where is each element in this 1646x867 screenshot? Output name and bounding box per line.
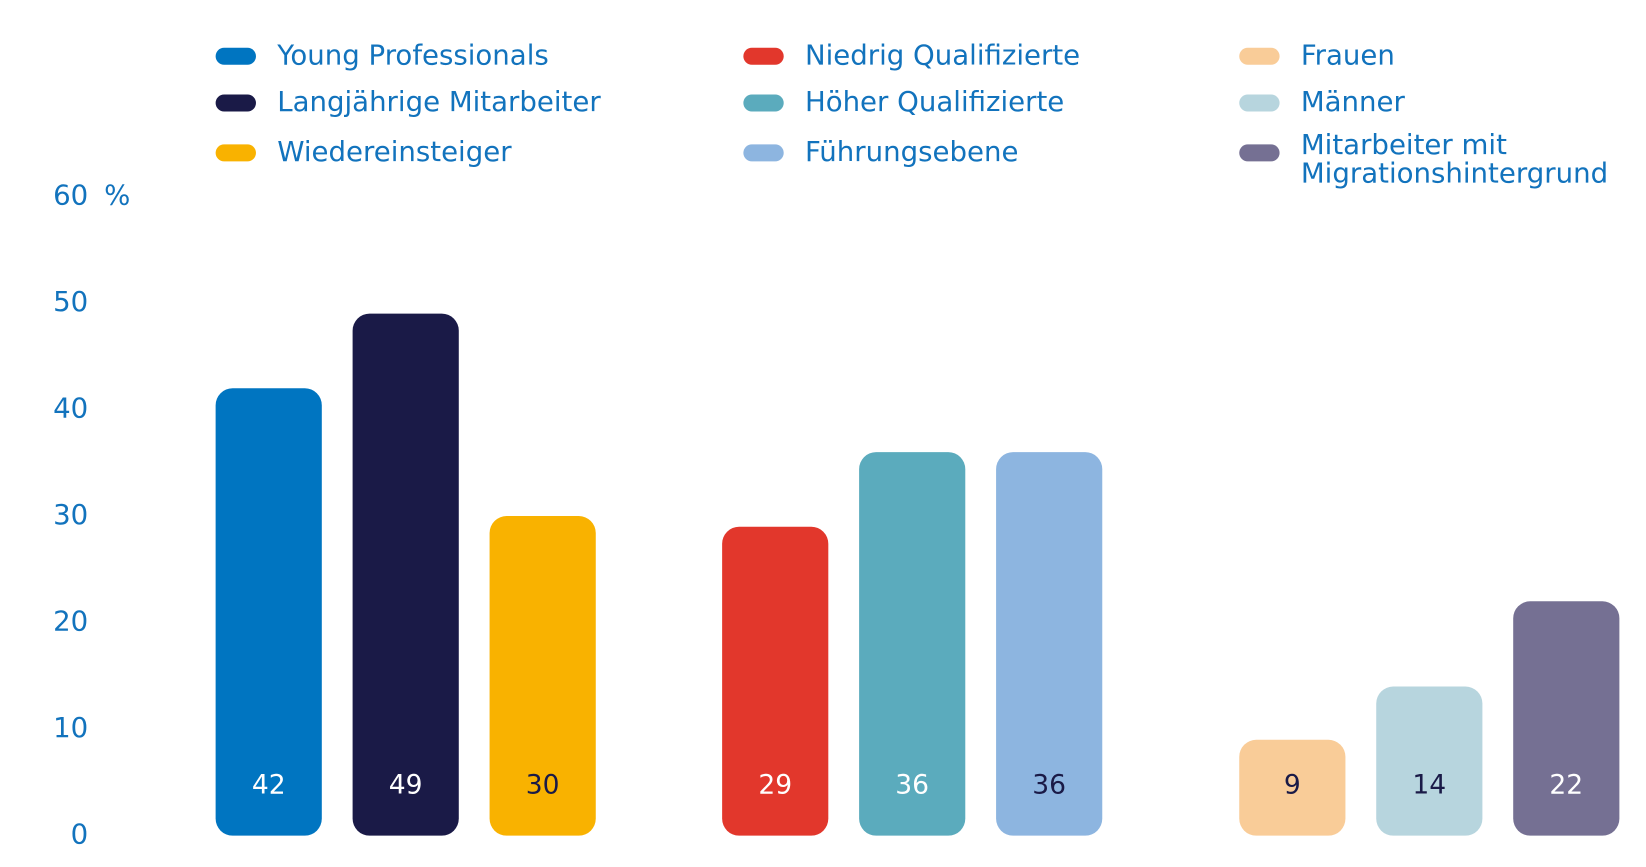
value-label: 36: [895, 769, 929, 800]
y-unit: %: [104, 178, 130, 211]
value-label: 49: [389, 769, 423, 800]
value-label: 14: [1412, 769, 1446, 800]
value-label: 9: [1284, 769, 1301, 800]
bar: [996, 452, 1103, 836]
y-tick-label: 60: [53, 178, 88, 211]
bar: [352, 313, 459, 836]
y-tick-label: 10: [53, 711, 88, 744]
legend-label: Führungsebene: [805, 135, 1019, 168]
legend-swatch: [1239, 94, 1280, 112]
legend-label: Männer: [1301, 85, 1406, 118]
bar: [1376, 686, 1483, 836]
legend-label-box: Mitarbeiter mit Migrationshintergrund: [1300, 131, 1609, 191]
legend-label: Niedrig Qualifizierte: [805, 38, 1080, 71]
legend-label: Langjährige Mitarbeiter: [277, 85, 601, 118]
legend-swatch: [215, 47, 256, 65]
bar: [859, 452, 966, 836]
legend-label: Höher Qualifizierte: [805, 85, 1064, 118]
value-label: 29: [758, 769, 792, 800]
bar: [722, 526, 829, 836]
legend-label: Frauen: [1301, 38, 1395, 71]
legend-swatch: [743, 94, 784, 112]
value-label: 22: [1549, 769, 1583, 800]
legend-swatch: [215, 144, 256, 162]
y-tick-label: 0: [71, 818, 89, 851]
value-label: 36: [1032, 769, 1066, 800]
y-tick-label: 20: [53, 605, 88, 638]
legend-swatch: [215, 94, 256, 112]
y-tick-label: 40: [53, 392, 88, 425]
bar: [489, 516, 596, 836]
y-tick-label: 50: [53, 285, 88, 318]
legend-label: Wiedereinsteiger: [277, 135, 512, 168]
legend-swatch: [743, 47, 784, 65]
bar: [1239, 739, 1346, 836]
legend-label: Mitarbeiter mit Migrationshintergrund: [1300, 131, 1609, 191]
value-label: 30: [526, 769, 560, 800]
legend-swatch: [1239, 144, 1280, 162]
value-label: 42: [252, 769, 286, 800]
y-tick-label: 30: [53, 498, 88, 531]
legend-swatch: [1239, 47, 1280, 65]
bar: [215, 388, 322, 836]
bar: [1513, 601, 1620, 836]
legend-label: Young Professionals: [276, 38, 549, 71]
legend-swatch: [743, 144, 784, 162]
